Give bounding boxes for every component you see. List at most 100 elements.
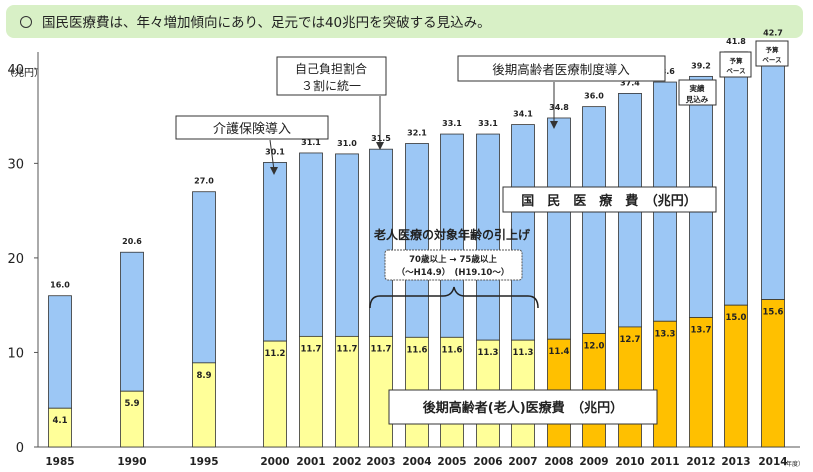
y-tick-label: 20 bbox=[7, 252, 24, 267]
elderly-value-label: 11.4 bbox=[549, 347, 570, 357]
note-box-2014 bbox=[755, 40, 789, 67]
age-change-title: 老人医療の対象年齢の引上げ bbox=[374, 227, 531, 242]
elderly-bar bbox=[192, 362, 216, 448]
total-bar bbox=[299, 152, 323, 337]
x-tick-label: 2000 bbox=[260, 456, 289, 468]
elderly-bar bbox=[618, 326, 642, 448]
elderly-value-label: 11.6 bbox=[407, 345, 428, 355]
total-bar bbox=[369, 148, 393, 337]
legend-total: 国 民 医 療 費 （兆円） bbox=[521, 193, 697, 209]
total-bar bbox=[335, 153, 359, 337]
total-bar bbox=[547, 117, 571, 340]
total-value-label: 42.7 bbox=[763, 28, 783, 37]
legend-elderly: 後期高齢者(老人)医療費 （兆円） bbox=[423, 400, 623, 416]
callout-box-kaigo bbox=[175, 115, 329, 140]
x-tick-label: 2005 bbox=[437, 456, 466, 468]
note-2013-line1: 予算 bbox=[730, 56, 744, 65]
x-tick-label: 2004 bbox=[402, 456, 431, 468]
elderly-value-label: 8.9 bbox=[196, 371, 211, 381]
note-2012-line1: 実績 bbox=[690, 83, 705, 93]
elderly-value-label: 12.7 bbox=[620, 335, 641, 345]
elderly-value-label: 12.0 bbox=[584, 342, 605, 352]
y-tick-label: 0 bbox=[16, 441, 24, 456]
elderly-value-label: 13.3 bbox=[655, 329, 676, 339]
elderly-value-label: 11.7 bbox=[337, 344, 358, 354]
total-value-label: 20.6 bbox=[122, 237, 142, 246]
legend-box-elderly bbox=[388, 389, 658, 425]
y-axis-unit: （兆円） bbox=[4, 67, 44, 79]
x-tick-label: 2010 bbox=[615, 456, 644, 468]
total-value-label: 36.0 bbox=[584, 92, 604, 101]
x-tick-label: 1990 bbox=[117, 456, 146, 468]
total-value-label: 31.5 bbox=[371, 134, 391, 143]
elderly-bar bbox=[761, 299, 785, 448]
total-bar bbox=[724, 51, 748, 306]
age-change-line2: （～H14.9） (H19.10～） bbox=[397, 267, 510, 278]
callout-box-kouki bbox=[457, 55, 666, 82]
x-tick-label: 2009 bbox=[579, 456, 608, 468]
total-value-label: 16.0 bbox=[50, 281, 70, 290]
bullet-circle-icon bbox=[20, 16, 32, 28]
age-range-brace bbox=[369, 286, 539, 309]
total-value-label: 31.0 bbox=[337, 139, 357, 148]
total-value-label: 41.8 bbox=[726, 37, 746, 46]
total-bar bbox=[48, 295, 72, 409]
y-tick-label: 30 bbox=[7, 157, 24, 172]
elderly-bar bbox=[653, 320, 677, 448]
elderly-value-label: 11.7 bbox=[371, 344, 392, 354]
elderly-bar bbox=[299, 335, 323, 448]
x-tick-label: 2003 bbox=[366, 456, 395, 468]
x-tick-label: 2002 bbox=[332, 456, 361, 468]
elderly-value-label: 5.9 bbox=[124, 399, 139, 409]
x-tick-label: 1985 bbox=[45, 456, 74, 468]
x-tick-label: 2013 bbox=[721, 456, 750, 468]
elderly-bar bbox=[263, 340, 287, 448]
total-value-label: 34.8 bbox=[549, 103, 569, 112]
x-tick-label: 1995 bbox=[189, 456, 218, 468]
total-bar bbox=[582, 106, 606, 334]
age-change-line1: 70歳以上 → 75歳以上 bbox=[409, 254, 497, 265]
total-value-label: 31.1 bbox=[301, 138, 321, 147]
y-tick-label: 40 bbox=[7, 63, 24, 78]
note-2014-line1: 予算 bbox=[766, 45, 780, 54]
total-value-label: 33.1 bbox=[478, 119, 498, 128]
total-value-label: 37.4 bbox=[620, 78, 640, 87]
total-value-label: 30.1 bbox=[265, 147, 285, 156]
elderly-bar bbox=[724, 304, 748, 448]
note-2012-line2: 見込み bbox=[685, 94, 709, 104]
x-tick-label: 2011 bbox=[650, 456, 679, 468]
x-axis-unit: （年度） bbox=[780, 460, 804, 468]
y-tick-label: 10 bbox=[7, 346, 24, 361]
total-value-label: 32.1 bbox=[407, 129, 427, 138]
elderly-bar bbox=[689, 317, 713, 448]
note-box-2013 bbox=[719, 51, 752, 78]
total-bar bbox=[761, 42, 785, 300]
callout-jiko-line2: ３割に統一 bbox=[301, 78, 361, 93]
callout-kaigo: 介護保険導入 bbox=[213, 121, 291, 137]
legend-box-total bbox=[502, 186, 717, 213]
total-value-label: 33.1 bbox=[442, 119, 462, 128]
callout-box-jiko bbox=[276, 56, 387, 96]
headline-text: 国民医療費は、年々増加傾向にあり、足元では40兆円を突破する見込み。 bbox=[42, 15, 491, 31]
x-tick-label: 2012 bbox=[686, 456, 715, 468]
note-2013-line2: ベース bbox=[726, 67, 745, 75]
elderly-value-label: 11.7 bbox=[301, 344, 322, 354]
elderly-bar bbox=[48, 407, 72, 448]
elderly-value-label: 11.2 bbox=[265, 349, 286, 359]
elderly-value-label: 15.6 bbox=[763, 308, 784, 318]
callout-kouki: 後期高齢者医療制度導入 bbox=[492, 62, 630, 77]
elderly-value-label: 15.0 bbox=[726, 313, 747, 323]
total-value-label: 27.0 bbox=[194, 177, 214, 186]
elderly-value-label: 11.3 bbox=[478, 348, 499, 358]
elderly-value-label: 11.6 bbox=[442, 345, 463, 355]
total-bar bbox=[263, 162, 287, 342]
x-tick-label: 2007 bbox=[508, 456, 537, 468]
elderly-bar bbox=[335, 335, 359, 448]
arrowhead-jiko bbox=[376, 142, 384, 150]
headline-banner: 国民医療費は、年々増加傾向にあり、足元では40兆円を突破する見込み。 bbox=[6, 5, 803, 38]
x-tick-label: 2008 bbox=[544, 456, 573, 468]
total-value-label: 39.2 bbox=[691, 61, 711, 70]
note-box-2012 bbox=[678, 79, 717, 106]
total-value-label: 34.1 bbox=[513, 110, 533, 119]
